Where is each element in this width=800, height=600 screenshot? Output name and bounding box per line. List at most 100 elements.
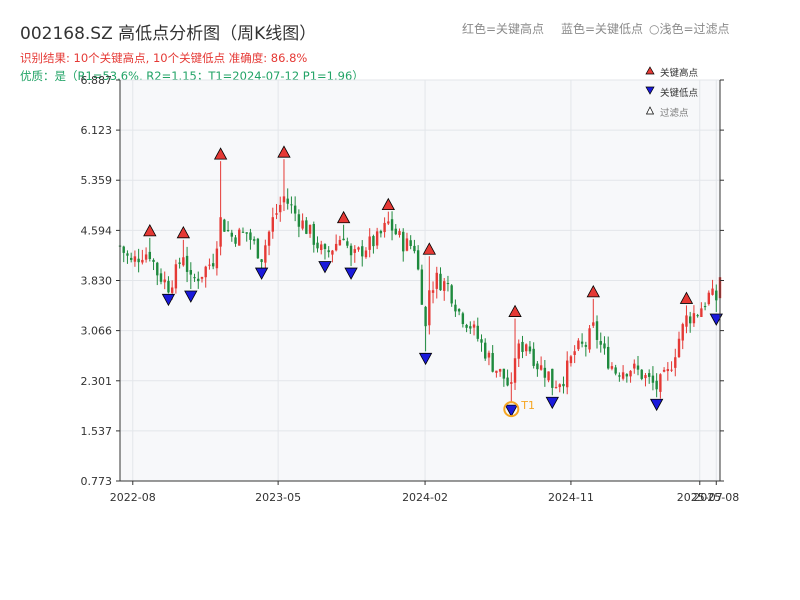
candle-body [566, 360, 569, 388]
t1-ring-marker [503, 401, 520, 418]
candle-body [316, 242, 319, 249]
candle-body [211, 263, 215, 267]
candle-body [297, 214, 301, 227]
candle-body [599, 341, 602, 345]
result-subtitle: 识别结果: 10个关键高点, 10个关键低点 准确度: 86.8% [20, 51, 307, 65]
key-low-marker [649, 398, 664, 412]
candle-body [409, 240, 412, 246]
candle-body [327, 250, 330, 253]
candle-body [394, 228, 397, 235]
candle-body [234, 237, 237, 244]
candlesticks [118, 159, 722, 404]
candle-body [238, 229, 241, 246]
candle-body [271, 217, 274, 232]
candle-body [502, 368, 506, 379]
candle-body [122, 246, 125, 253]
candle-body [584, 345, 588, 347]
legend-high-label: 关键高点 [660, 67, 699, 79]
candle-body [651, 375, 655, 383]
y-tick-label: 6.887 [81, 74, 113, 87]
candle-body [174, 264, 178, 289]
candle-body [346, 241, 349, 246]
candle-body [331, 250, 334, 255]
candle-body [141, 259, 144, 263]
y-tick-label: 1.537 [81, 425, 113, 438]
header-legend-filtered: ○浅色=过滤点 [649, 22, 730, 36]
candle-body [562, 383, 565, 387]
candle-body [573, 351, 576, 355]
candle-body [472, 324, 476, 328]
candle-body [443, 281, 446, 291]
candle-body [413, 245, 416, 252]
candle-body [383, 222, 386, 233]
candle-body [450, 285, 453, 304]
key-high-marker [336, 210, 351, 224]
candle-body [674, 357, 677, 368]
key-high-marker [277, 145, 291, 158]
key-low-marker [318, 261, 332, 274]
candle-body [454, 304, 457, 312]
legend-high-marker-icon [645, 66, 655, 75]
candle-body [696, 315, 699, 317]
candle-body [148, 251, 152, 260]
candle-body [528, 346, 532, 352]
candle-body [700, 308, 703, 317]
candle-body [305, 220, 308, 234]
key-high-marker [508, 304, 522, 317]
candle-body [197, 278, 200, 282]
candle-body [513, 358, 517, 383]
y-tick-labels: 0.773 1.537 2.301 3.066 3.830 4.594 5.359 6.123… [81, 74, 724, 488]
x-tick-labels: 2022-08 2023-05 2024-02 2024-11 2025-072025-… [110, 481, 739, 504]
legend: 关键高点 关键低点 过滤点 [645, 66, 699, 119]
candle-body [480, 339, 483, 343]
candle-body [621, 372, 625, 379]
candle-body [323, 244, 327, 249]
candle-body [428, 290, 431, 326]
candle-body [167, 280, 170, 293]
x-tick-label: 2022-08 [110, 491, 156, 504]
candle-body [182, 257, 185, 266]
candle-body [241, 231, 245, 233]
candle-body [703, 306, 707, 308]
candle-body [595, 321, 599, 340]
candle-body [543, 367, 547, 378]
key-point-markers: T1 [143, 145, 723, 418]
candle-body [282, 196, 286, 203]
candle-body [677, 338, 681, 358]
chart-title: 002168.SZ 高低点分析图（周K线图） [20, 24, 316, 44]
candle-body [129, 257, 133, 260]
candle-body [525, 344, 528, 352]
key-high-marker [143, 224, 157, 237]
candle-body [368, 236, 371, 250]
candle-body [163, 279, 166, 283]
candle-body [469, 326, 472, 329]
candle-body [603, 343, 606, 349]
candle-body [424, 306, 427, 327]
key-low-marker [545, 396, 559, 410]
candle-body [618, 375, 621, 377]
candle-body [521, 341, 524, 352]
y-tick-label: 5.359 [81, 174, 113, 187]
key-low-marker [418, 352, 433, 366]
candle-body [219, 217, 222, 247]
candle-body [275, 213, 278, 215]
candle-body [715, 290, 718, 301]
candle-body [249, 232, 252, 240]
candle-body [614, 367, 617, 374]
candle-body [554, 386, 558, 388]
candle-body [364, 250, 368, 258]
candle-body [539, 365, 543, 370]
candle-body [558, 384, 561, 388]
candle-body [185, 255, 189, 272]
candle-body [510, 382, 513, 384]
candle-body [588, 328, 591, 350]
x-tick-label: 2023-05 [255, 491, 301, 504]
candle-body [629, 370, 632, 377]
candle-body [435, 272, 438, 289]
candle-body [655, 380, 658, 390]
candle-body [659, 374, 662, 392]
key-high-marker [176, 226, 191, 239]
candle-body [402, 231, 405, 252]
candle-body [260, 259, 263, 262]
